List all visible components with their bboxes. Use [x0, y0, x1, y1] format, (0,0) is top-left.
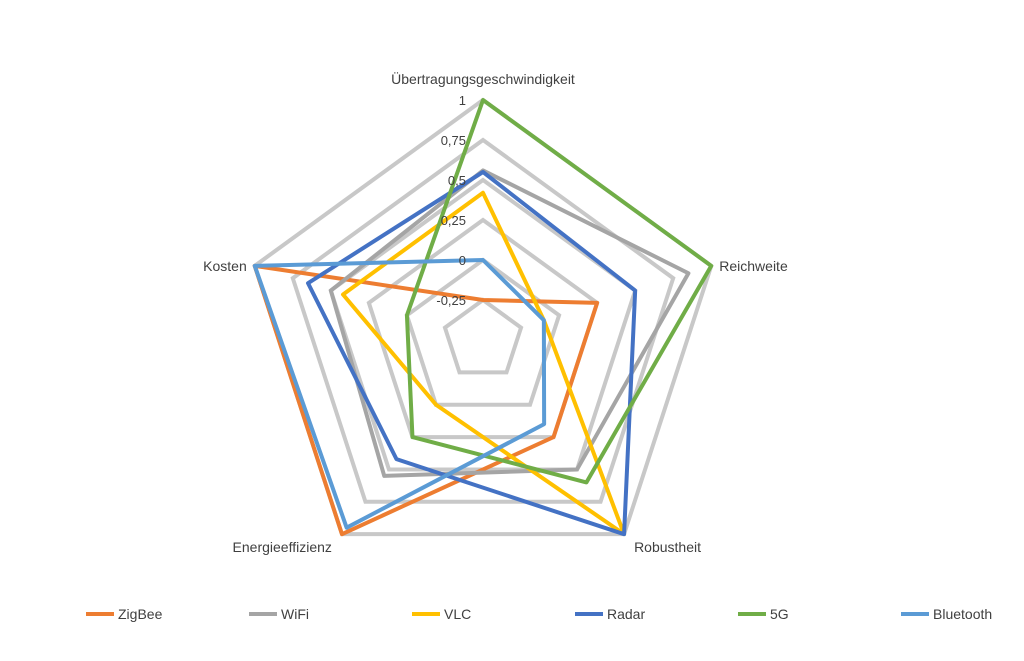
axis-label: Reichweite	[719, 258, 788, 274]
axis-label: Kosten	[203, 258, 247, 274]
grid-ring-4	[290, 137, 676, 504]
series-zigbee-line	[252, 263, 600, 537]
legend-label: ZigBee	[118, 606, 163, 622]
legend-label: VLC	[444, 606, 471, 622]
legend-label: Bluetooth	[933, 606, 992, 622]
grid-ring-0	[442, 297, 524, 375]
series-5g-line	[404, 98, 714, 485]
tick-label: 1	[459, 93, 466, 108]
tick-label: -0,25	[436, 293, 466, 308]
legend: ZigBee WiFi VLC Radar 5G Bluetooth	[86, 606, 992, 622]
legend-label: WiFi	[281, 606, 309, 622]
axis-label: Energieeffizienz	[233, 539, 332, 555]
tick-label: 0,5	[448, 173, 466, 188]
axis-label: Robustheit	[634, 539, 701, 555]
axis-label: Übertragungsgeschwindigkeit	[391, 70, 575, 87]
axis-labels: Übertragungsgeschwindigkeit Reichweite Rob…	[203, 70, 788, 555]
legend-label: 5G	[770, 606, 789, 622]
series-wifi-line	[328, 168, 691, 478]
legend-label: Radar	[607, 606, 645, 622]
tick-label: 0	[459, 253, 466, 268]
grid-ring-1	[404, 257, 562, 407]
tick-label: 0,25	[441, 213, 466, 228]
tick-label: 0,75	[441, 133, 466, 148]
series-group	[252, 98, 714, 537]
series-bluetooth-line	[252, 258, 547, 530]
tick-labels: -0,25 0 0,25 0,5 0,75 1	[436, 93, 466, 308]
